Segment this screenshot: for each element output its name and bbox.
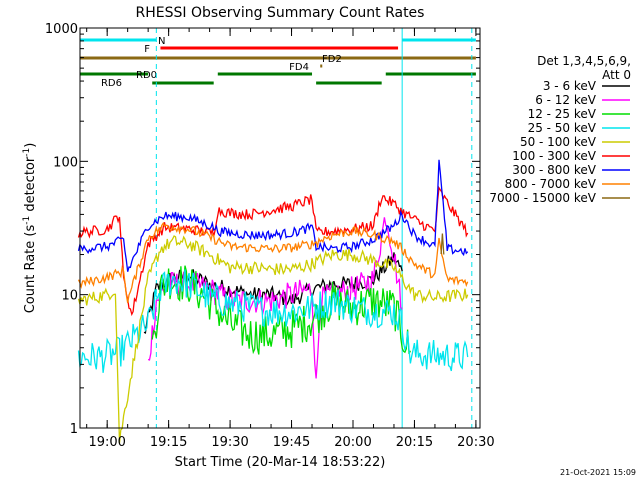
- legend-entry-label: 12 - 25 keV: [528, 107, 597, 121]
- x-tick-label: 20:00: [334, 435, 371, 450]
- legend-entry-label: 25 - 50 keV: [528, 121, 597, 135]
- legend-entry-label: 3 - 6 keV: [543, 79, 597, 93]
- y-tick-label: 1: [70, 422, 78, 437]
- legend-entry-label: 300 - 800 keV: [512, 163, 596, 177]
- y-axis-label-sup2: -1: [22, 148, 32, 157]
- legend-header-detectors: Det 1,3,4,5,6,9,: [537, 54, 631, 68]
- legend-entry-label: 7000 - 15000 keV: [489, 191, 596, 205]
- series-25-50-kev: [77, 269, 469, 373]
- x-tick-label: 19:30: [211, 435, 248, 450]
- series-50-100-kev: [77, 235, 469, 444]
- y-tick-label: 100: [53, 155, 78, 170]
- x-axis-label: Start Time (20-Mar-14 18:53:22): [175, 455, 386, 470]
- data-series: [77, 159, 469, 444]
- chart-title: RHESSI Observing Summary Count Rates: [136, 5, 425, 21]
- flag-label-n: N: [158, 36, 165, 47]
- legend-entry-label: 800 - 7000 keV: [505, 177, 597, 191]
- series-300-800-kev: [77, 159, 469, 272]
- y-axis-label: Count Rate (s-1 detector-1): [22, 143, 38, 314]
- y-tick-label: 1000: [45, 22, 78, 37]
- legend-header-attenuator: Att 0: [602, 68, 631, 82]
- flag-label-fd4: FD4: [289, 62, 309, 73]
- y-axis-ticks: 1 10 100 1000: [45, 22, 480, 437]
- flag-label-rd6: RD6: [101, 78, 122, 89]
- legend-entry-label: 6 - 12 keV: [535, 93, 597, 107]
- x-tick-label: 19:00: [88, 435, 125, 450]
- plot-frame: [79, 27, 481, 429]
- legend-entry-label: 100 - 300 keV: [512, 149, 596, 163]
- x-tick-label: 19:15: [150, 435, 187, 450]
- generation-timestamp: 21-Oct-2021 15:09: [560, 468, 636, 477]
- flag-label-rd0: RD0: [136, 70, 157, 81]
- flag-label-fd2: FD2: [322, 54, 342, 65]
- y-axis-label-mid: detector: [23, 156, 38, 216]
- x-tick-label: 19:45: [273, 435, 310, 450]
- y-tick-label: 10: [61, 289, 78, 304]
- x-tick-label: 20:30: [457, 435, 494, 450]
- series-7000-15000-kev: [440, 233, 445, 255]
- legend-entry-label: 50 - 100 keV: [520, 135, 597, 149]
- x-tick-label: 20:15: [396, 435, 433, 450]
- flag-bars: NF FD2 FD4 RD0 RD6: [80, 36, 476, 89]
- series-100-300-kev: [77, 186, 469, 317]
- y-axis-label-main: Count Rate (s: [23, 225, 38, 314]
- y-axis-label-sup1: -1: [22, 216, 32, 225]
- y-axis-label-end: ): [23, 143, 38, 148]
- series-800-7000-kev: [77, 222, 469, 304]
- x-axis-ticks: 19:00 19:15 19:30 19:45 20:00 20:15 20:30: [86, 28, 495, 450]
- flag-label-f: F: [144, 44, 150, 55]
